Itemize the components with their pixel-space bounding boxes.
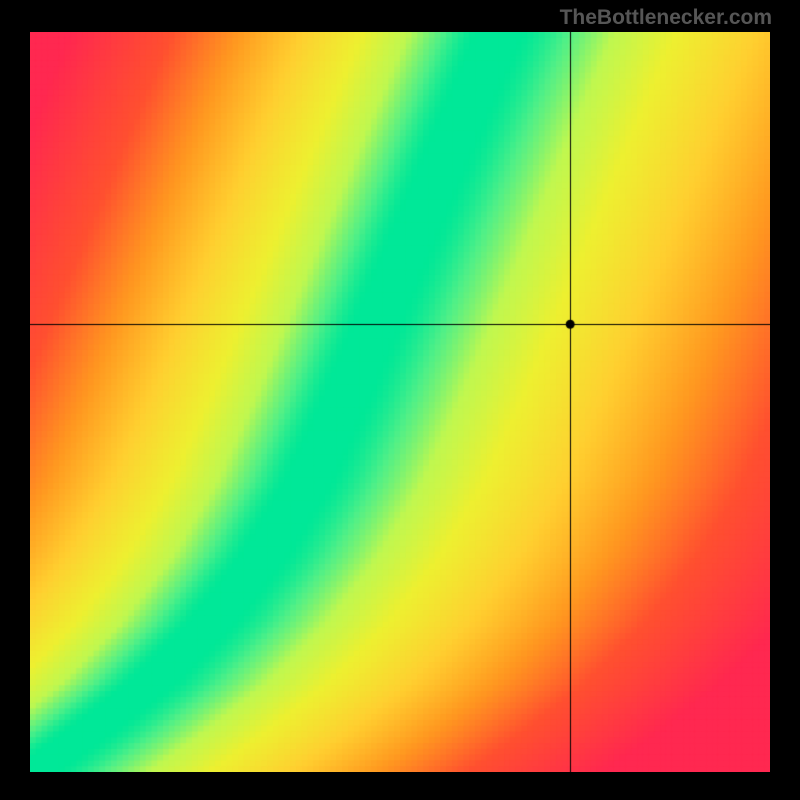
bottleneck-heatmap [30, 32, 770, 772]
watermark-text: TheBottlenecker.com [560, 6, 772, 30]
chart-container: TheBottlenecker.com [0, 0, 800, 800]
